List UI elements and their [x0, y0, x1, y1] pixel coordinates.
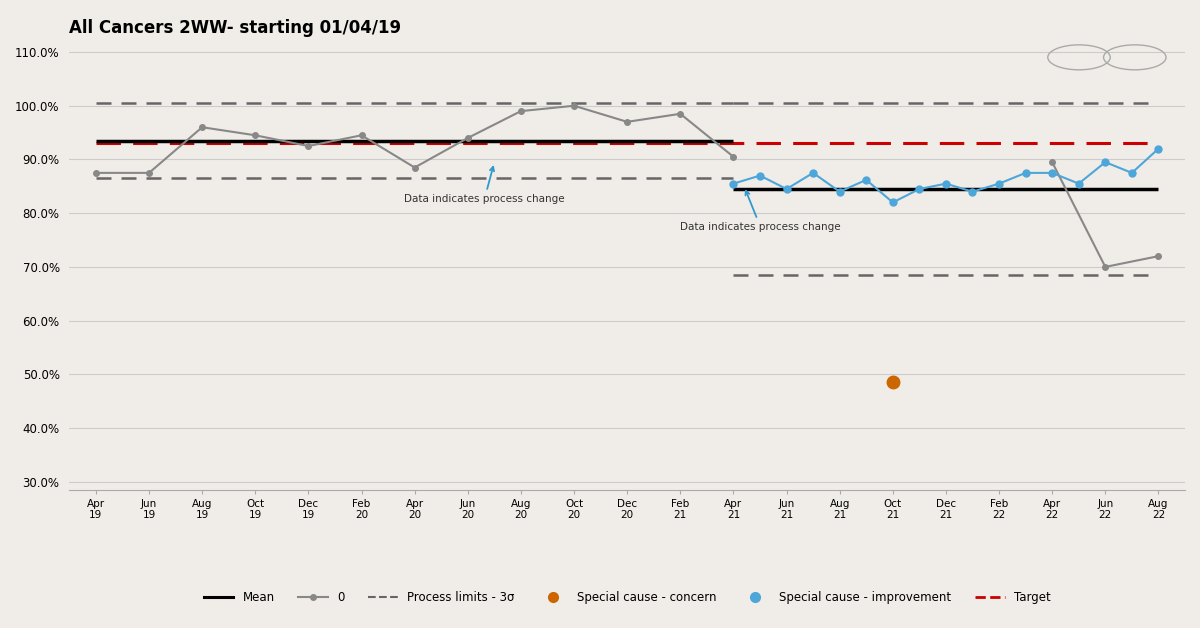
- Text: Data indicates process change: Data indicates process change: [404, 167, 565, 205]
- Text: Data indicates process change: Data indicates process change: [680, 191, 841, 232]
- Text: All Cancers 2WW- starting 01/04/19: All Cancers 2WW- starting 01/04/19: [70, 19, 402, 37]
- Legend: Mean, 0, Process limits - 3σ, Special cause - concern, Special cause - improveme: Mean, 0, Process limits - 3σ, Special ca…: [199, 587, 1056, 609]
